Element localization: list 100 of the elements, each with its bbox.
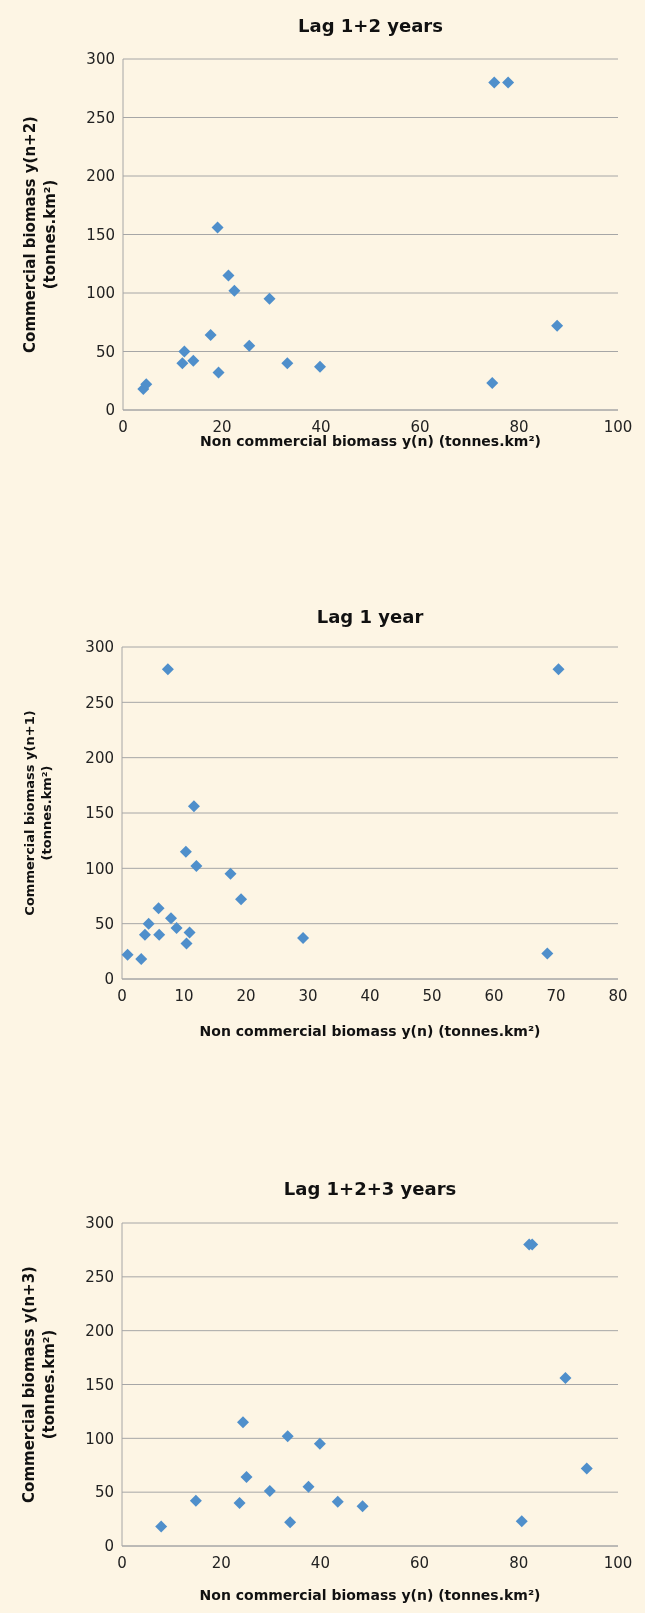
point xyxy=(138,928,151,941)
x-axis-title: Non commercial biomass y(n) (tonnes.km²) xyxy=(199,1023,541,1039)
point xyxy=(222,269,235,282)
x-tick-label: 40 xyxy=(360,987,380,1005)
point xyxy=(153,928,166,941)
point xyxy=(187,354,200,367)
y-tick-label: 150 xyxy=(85,1375,114,1394)
y-tick-label: 250 xyxy=(86,108,115,127)
point xyxy=(356,1500,369,1513)
y-tick-label: 0 xyxy=(105,401,115,420)
y-tick-label: 300 xyxy=(85,638,114,657)
x-tick-label: 10 xyxy=(174,987,194,1005)
point xyxy=(178,345,191,358)
point xyxy=(551,319,564,332)
point xyxy=(233,1496,246,1509)
point xyxy=(212,366,225,379)
y-tick-label: 50 xyxy=(95,342,115,361)
point xyxy=(281,357,294,370)
x-tick-label: 100 xyxy=(603,418,633,436)
y-tick-label: 100 xyxy=(85,1429,114,1448)
x-tick-label: 20 xyxy=(212,418,232,436)
x-tick-label: 50 xyxy=(422,987,442,1005)
point xyxy=(515,1515,528,1528)
x-tick-label: 20 xyxy=(236,987,256,1005)
y-tick-label: 250 xyxy=(85,693,114,712)
x-tick-label: 20 xyxy=(211,1554,231,1572)
point xyxy=(161,663,174,676)
x-axis-title: Non commercial biomass y(n) (tonnes.km²) xyxy=(199,1587,541,1603)
point xyxy=(187,800,200,813)
point xyxy=(302,1480,315,1493)
point xyxy=(580,1462,593,1475)
point xyxy=(228,284,241,297)
y-tick-label: 200 xyxy=(86,167,115,186)
point xyxy=(142,917,155,930)
x-tick-label: 0 xyxy=(118,418,128,436)
point xyxy=(284,1516,297,1529)
x-tick-label: 60 xyxy=(410,418,430,436)
point xyxy=(121,948,134,961)
chart-title: Lag 1 year xyxy=(316,606,424,627)
point xyxy=(183,926,196,939)
point xyxy=(180,937,193,950)
point xyxy=(237,1416,250,1429)
y-tick-label: 150 xyxy=(86,225,115,244)
chart-title: Lag 1+2+3 years xyxy=(283,1178,457,1199)
x-tick-label: 70 xyxy=(546,987,566,1005)
y-tick-label: 250 xyxy=(85,1268,114,1287)
y-tick-label: 0 xyxy=(104,1537,114,1556)
y-tick-label: 100 xyxy=(85,859,114,878)
point xyxy=(240,1471,253,1484)
y-tick-label: 0 xyxy=(104,970,114,989)
point xyxy=(190,860,203,873)
x-tick-label: 100 xyxy=(603,1554,633,1572)
y-tick-label: 100 xyxy=(86,284,115,303)
y-axis-title: Commercial biomass y(n+2) (tonnes.km²) xyxy=(21,116,59,353)
y-tick-label: 150 xyxy=(85,804,114,823)
point xyxy=(235,893,248,906)
point xyxy=(179,845,192,858)
point xyxy=(164,912,177,925)
point xyxy=(281,1430,294,1443)
point xyxy=(155,1520,168,1533)
y-tick-label: 200 xyxy=(85,748,114,767)
point xyxy=(204,329,217,342)
point xyxy=(488,76,501,89)
x-axis-title: Non commercial biomass y(n) (tonnes.km²) xyxy=(200,433,541,449)
chart-title: Lag 1+2 years xyxy=(298,15,443,36)
point xyxy=(176,357,189,370)
point xyxy=(263,292,276,305)
x-tick-label: 0 xyxy=(117,987,127,1005)
y-tick-label: 300 xyxy=(85,1214,114,1233)
x-tick-label: 60 xyxy=(484,987,504,1005)
point xyxy=(152,902,165,915)
point xyxy=(486,377,499,390)
x-tick-label: 80 xyxy=(509,1554,529,1572)
point xyxy=(224,867,237,880)
x-tick-label: 40 xyxy=(310,1554,330,1572)
point xyxy=(297,932,310,945)
point xyxy=(502,76,515,89)
x-tick-label: 0 xyxy=(117,1554,127,1572)
x-tick-label: 60 xyxy=(410,1554,430,1572)
point xyxy=(331,1495,344,1508)
point xyxy=(135,953,148,966)
point xyxy=(211,221,224,234)
point xyxy=(313,1437,326,1450)
point xyxy=(170,922,183,935)
y-tick-label: 200 xyxy=(85,1321,114,1340)
x-tick-label: 30 xyxy=(298,987,318,1005)
point xyxy=(314,360,327,373)
y-axis-title: Commercial biomass y(n+3) (tonnes.km²) xyxy=(20,1266,58,1503)
point xyxy=(189,1494,202,1507)
y-tick-label: 50 xyxy=(94,914,114,933)
point xyxy=(541,947,554,960)
x-tick-label: 80 xyxy=(608,987,628,1005)
y-tick-label: 300 xyxy=(86,50,115,69)
point xyxy=(243,339,256,352)
point xyxy=(552,663,565,676)
x-tick-label: 40 xyxy=(311,418,331,436)
point xyxy=(559,1372,572,1385)
x-tick-label: 80 xyxy=(509,418,529,436)
y-tick-label: 50 xyxy=(94,1483,114,1502)
y-axis-title: Commercial biomass y(n+1) (tonnes.km²) xyxy=(22,710,54,916)
